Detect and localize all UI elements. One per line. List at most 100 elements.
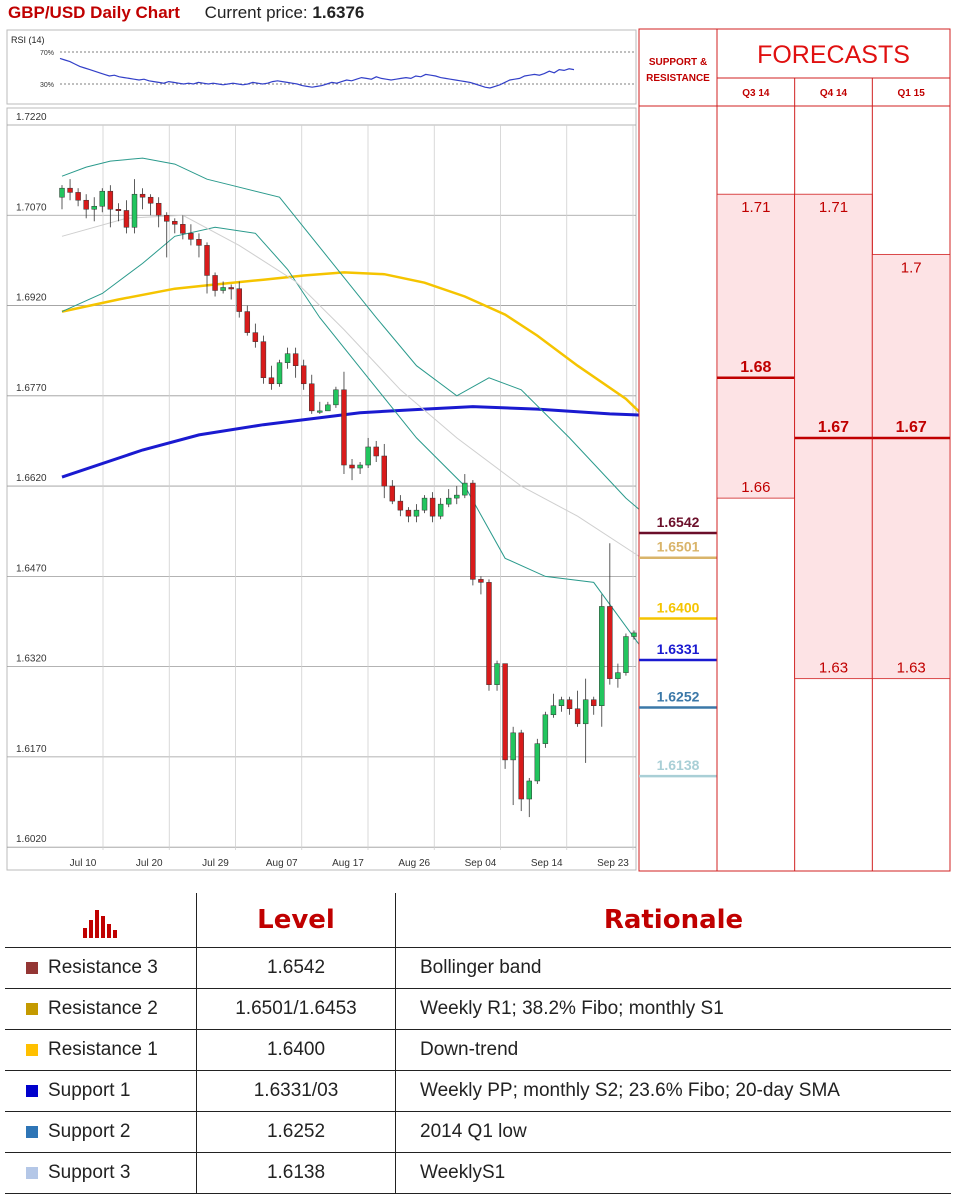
level-name-cell: Support 2 — [5, 1111, 196, 1152]
candle — [486, 579, 492, 691]
candle — [454, 486, 460, 505]
candle — [566, 696, 573, 715]
bull-candle-body — [317, 410, 323, 413]
sr-header-line2: RESISTANCE — [646, 73, 710, 84]
candle — [284, 347, 291, 369]
x-tick-label: Jul 29 — [202, 858, 229, 869]
bear-candle-body — [196, 239, 202, 246]
bear-candle-body — [75, 192, 81, 201]
y-tick-label: 1.7220 — [16, 112, 47, 123]
forecast-mid-label: 1.67 — [896, 419, 927, 436]
x-tick-label: Aug 07 — [266, 858, 298, 869]
candle — [292, 347, 299, 378]
candle — [155, 197, 162, 228]
candle — [429, 492, 436, 523]
candle — [75, 188, 81, 207]
bear-candle-body — [212, 275, 218, 291]
x-tick-label: Jul 10 — [70, 858, 97, 869]
candle — [518, 729, 524, 812]
y-tick-label: 1.7070 — [16, 202, 47, 213]
candle — [67, 179, 73, 201]
forecast-high-label: 1.71 — [741, 199, 770, 216]
bull-candle-body — [421, 497, 428, 511]
bear-candle-body — [397, 500, 404, 511]
bull-candle-body — [59, 187, 65, 198]
candle — [631, 630, 637, 640]
sr-level-label: 1.6252 — [657, 689, 700, 705]
bull-candle-body — [284, 353, 291, 363]
forecast-high-label: 1.71 — [819, 199, 848, 216]
candle — [397, 495, 404, 517]
level-column-header: Level — [257, 905, 335, 935]
candle — [59, 185, 65, 210]
candle — [591, 696, 597, 715]
candle — [365, 437, 371, 469]
bear-candle-body — [309, 383, 315, 412]
bear-candle-body — [591, 699, 597, 706]
candle — [558, 696, 565, 712]
candle — [300, 359, 307, 390]
y-tick-label: 1.6320 — [16, 654, 47, 665]
bear-candle-body — [381, 455, 387, 487]
candle — [421, 495, 428, 514]
bull-candle-body — [276, 362, 283, 385]
candle — [550, 693, 557, 718]
candle — [260, 335, 267, 384]
candle — [478, 576, 484, 595]
x-tick-label: Sep 04 — [465, 858, 497, 869]
bear-candle-body — [349, 464, 355, 469]
bull-candle-body — [437, 503, 444, 517]
table-row: Resistance 1 1.6400 Down-trend — [5, 1029, 951, 1071]
bear-candle-body — [405, 509, 412, 517]
level-name-cell: Resistance 3 — [5, 947, 196, 988]
forecast-mid-label: 1.67 — [818, 419, 849, 436]
candle — [196, 233, 202, 258]
bear-candle-body — [470, 482, 476, 580]
bollinger-band-line — [61, 157, 723, 559]
candle — [599, 594, 605, 727]
candle — [462, 474, 468, 499]
candle — [623, 633, 629, 676]
level-color-swatch — [26, 1125, 38, 1138]
candle — [220, 281, 226, 294]
bear-candle-body — [236, 288, 242, 312]
bear-candle-body — [389, 485, 396, 502]
chart-title: GBP/USD Daily Chart — [8, 3, 180, 22]
candle — [244, 305, 251, 336]
level-color-swatch — [26, 961, 38, 974]
forecast-column-label: Q1 15 — [898, 88, 926, 99]
rsi-reference-label: 70% — [40, 50, 54, 57]
bull-candle-body — [325, 404, 331, 412]
bear-candle-body — [83, 199, 89, 210]
level-name-cell: Support 3 — [5, 1152, 196, 1193]
bull-candle-body — [413, 509, 420, 517]
candle — [236, 281, 242, 318]
bull-candle-body — [582, 699, 589, 725]
level-name-cell: Support 1 — [5, 1070, 196, 1111]
rsi-reference-label: 30% — [40, 82, 54, 89]
level-rationale: Down-trend — [420, 1038, 519, 1060]
bear-candle-body — [147, 196, 154, 204]
candle — [373, 440, 379, 463]
level-value: 1.6501/1.6453 — [235, 997, 357, 1019]
bull-candle-body — [615, 672, 621, 679]
bull-candle-body — [357, 464, 363, 469]
table-header-row: Level Rationale — [5, 893, 951, 948]
candle — [139, 188, 146, 210]
forecast-column-label: Q4 14 — [820, 88, 848, 99]
forecast-range-box — [716, 193, 796, 499]
candle — [341, 371, 347, 475]
bear-candle-body — [164, 215, 170, 222]
candle — [317, 401, 323, 414]
forecasts-title: FORECASTS — [757, 41, 910, 69]
candle — [228, 284, 234, 300]
candle — [526, 777, 532, 818]
bear-candle-body — [180, 224, 186, 234]
sr-header-line1: SUPPORT & — [649, 57, 707, 68]
bear-candle-body — [373, 446, 379, 457]
candle — [405, 507, 412, 523]
level-name: Resistance 3 — [48, 956, 158, 978]
bear-candle-body — [502, 663, 508, 761]
candle — [470, 480, 476, 586]
candle — [494, 660, 500, 691]
